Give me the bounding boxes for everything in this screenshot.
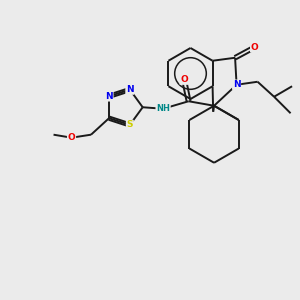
Text: O: O xyxy=(251,43,259,52)
Text: O: O xyxy=(68,133,75,142)
Text: N: N xyxy=(126,85,134,94)
Text: S: S xyxy=(127,120,133,129)
Text: N: N xyxy=(233,80,240,89)
Text: N: N xyxy=(105,92,113,101)
Text: NH: NH xyxy=(156,104,170,113)
Text: O: O xyxy=(180,75,188,84)
